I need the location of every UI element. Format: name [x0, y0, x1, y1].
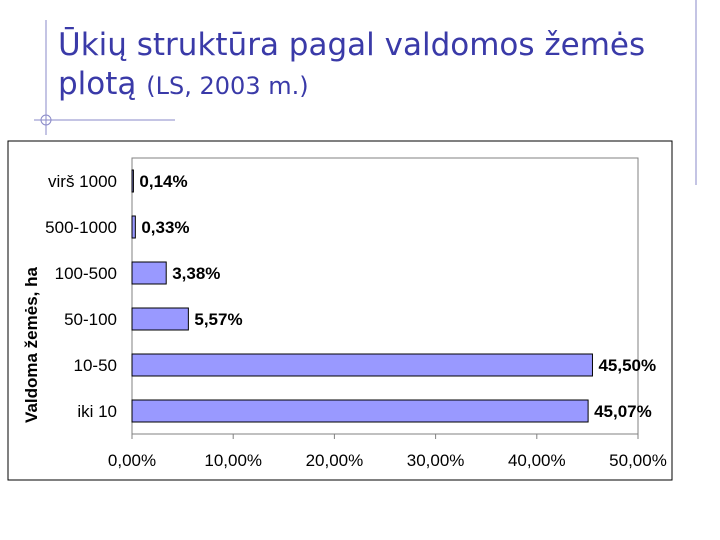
- category-label-3: 50-100: [64, 310, 117, 329]
- category-label-4: 10-50: [74, 356, 117, 375]
- value-label-0: 0,14%: [139, 172, 187, 191]
- x-axis-ticks: 0,00% 10,00% 20,00% 30,00% 40,00% 50,00%: [108, 434, 667, 470]
- slide-title: Ūkių struktūra pagal valdomos žemės plot…: [58, 26, 698, 106]
- value-labels: 0,14% 0,33% 3,38% 5,57% 45,50% 45,07%: [139, 172, 656, 421]
- title-source: (LS, 2003 m.): [146, 72, 309, 100]
- x-tick-label-5: 50,00%: [609, 451, 667, 470]
- category-label-1: 500-1000: [45, 218, 117, 237]
- x-tick-label-4: 40,00%: [508, 451, 566, 470]
- plot-area: [131, 157, 639, 435]
- category-label-2: 100-500: [55, 264, 117, 283]
- bar-2: [131, 261, 167, 285]
- bar-0: [131, 169, 134, 193]
- title-main: Ūkių struktūra pagal valdomos žemės: [58, 27, 646, 63]
- bars-group: [131, 169, 593, 423]
- category-label-5: iki 10: [77, 402, 117, 421]
- x-tick-label-3: 30,00%: [407, 451, 465, 470]
- bar-3: [131, 307, 189, 331]
- value-label-5: 45,07%: [594, 402, 652, 421]
- y-axis-label: Valdoma žemės, ha: [22, 267, 41, 423]
- category-labels: virš 1000 500-1000 100-500 50-100 10-50 iki 1…: [45, 172, 117, 421]
- category-label-0: virš 1000: [48, 172, 117, 191]
- x-tick-label-2: 20,00%: [306, 451, 364, 470]
- value-label-4: 45,50%: [598, 356, 656, 375]
- value-label-3: 5,57%: [194, 310, 242, 329]
- x-tick-label-0: 0,00%: [108, 451, 156, 470]
- bar-1: [131, 215, 136, 239]
- x-tick-label-1: 10,00%: [204, 451, 262, 470]
- title-line2: plotą: [58, 66, 137, 102]
- value-label-1: 0,33%: [141, 218, 189, 237]
- bar-5: [131, 399, 589, 423]
- bar-4: [131, 353, 593, 377]
- value-label-2: 3,38%: [172, 264, 220, 283]
